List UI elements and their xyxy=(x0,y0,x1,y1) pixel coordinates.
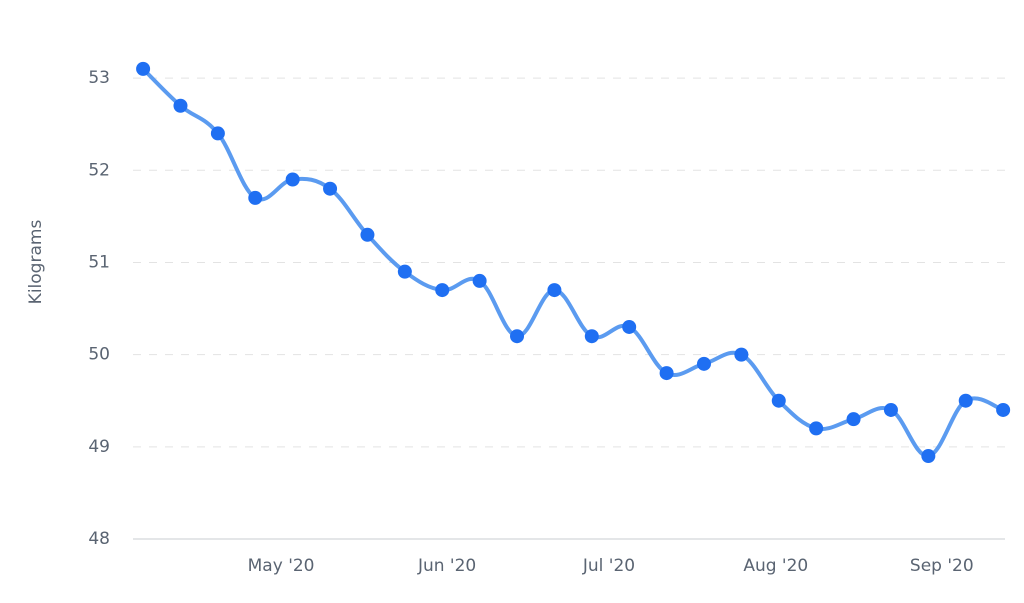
y-tick-label: 52 xyxy=(88,160,110,180)
marker xyxy=(996,402,1011,417)
y-tick-label: 51 xyxy=(88,252,110,272)
marker xyxy=(472,273,487,288)
marker xyxy=(659,366,674,381)
marker xyxy=(771,393,786,408)
marker xyxy=(622,319,637,334)
y-tick-label: 48 xyxy=(88,529,110,549)
marker xyxy=(958,393,973,408)
marker xyxy=(921,449,936,464)
marker xyxy=(173,98,188,113)
x-tick-label: May '20 xyxy=(248,556,315,576)
marker xyxy=(809,421,824,436)
y-tick-label: 49 xyxy=(88,437,110,457)
marker xyxy=(210,126,225,141)
y-tick-label: 50 xyxy=(88,345,110,365)
marker xyxy=(360,227,375,242)
marker xyxy=(323,181,338,196)
marker xyxy=(136,61,151,76)
marker xyxy=(584,329,599,344)
marker xyxy=(285,172,300,187)
marker xyxy=(248,190,263,205)
marker xyxy=(435,283,450,298)
marker xyxy=(547,283,562,298)
marker xyxy=(397,264,412,279)
x-tick-label: Jul '20 xyxy=(582,556,635,576)
marker xyxy=(846,412,861,427)
x-tick-label: Jun '20 xyxy=(417,556,476,576)
y-tick-label: 53 xyxy=(88,68,110,88)
y-axis-label: Kilograms xyxy=(26,220,46,305)
marker xyxy=(883,402,898,417)
marker xyxy=(696,356,711,371)
marker xyxy=(510,329,525,344)
marker xyxy=(734,347,749,362)
x-tick-label: Sep '20 xyxy=(910,556,974,576)
x-tick-label: Aug '20 xyxy=(743,556,808,576)
